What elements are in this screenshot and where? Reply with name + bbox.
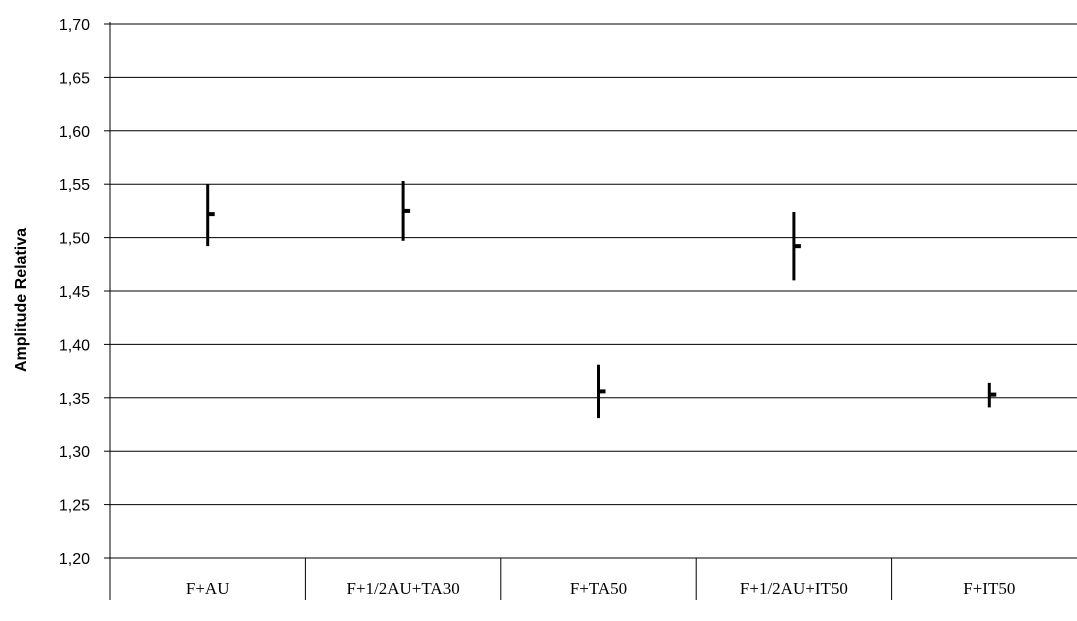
y-tick-label: 1,30 <box>59 444 90 461</box>
y-tick-label: 1,55 <box>59 177 90 194</box>
hi-lo-close-marks <box>206 180 997 419</box>
y-tick-label: 1,35 <box>59 391 90 408</box>
gridlines <box>110 23 1077 506</box>
x-tick-label: F+1/2AU+IT50 <box>740 579 848 598</box>
y-tick-label: 1,60 <box>59 124 90 141</box>
y-tick-label: 1,50 <box>59 231 90 248</box>
x-tick-label: F+AU <box>186 579 230 598</box>
y-tick-labels: 1,20 1,25 1,30 1,35 1,40 1,45 1,50 1,55 1,60 1,65… <box>59 17 90 568</box>
y-tick-label: 1,45 <box>59 284 90 301</box>
y-tick-label: 1,70 <box>59 17 90 34</box>
axes <box>104 22 1077 600</box>
y-tick-label: 1,65 <box>59 70 90 87</box>
x-tick-labels: F+AU F+1/2AU+TA30 F+TA50 F+1/2AU+IT50 F+IT50 <box>186 579 1015 598</box>
y-tick-label: 1,20 <box>59 551 90 568</box>
y-axis-label: Amplitude Relativa <box>13 228 30 372</box>
x-tick-label: F+1/2AU+TA30 <box>346 579 459 598</box>
x-tick-label: F+TA50 <box>570 579 627 598</box>
y-tick-label: 1,40 <box>59 337 90 354</box>
y-tick-label: 1,25 <box>59 498 90 515</box>
x-tick-label: F+IT50 <box>963 579 1015 598</box>
